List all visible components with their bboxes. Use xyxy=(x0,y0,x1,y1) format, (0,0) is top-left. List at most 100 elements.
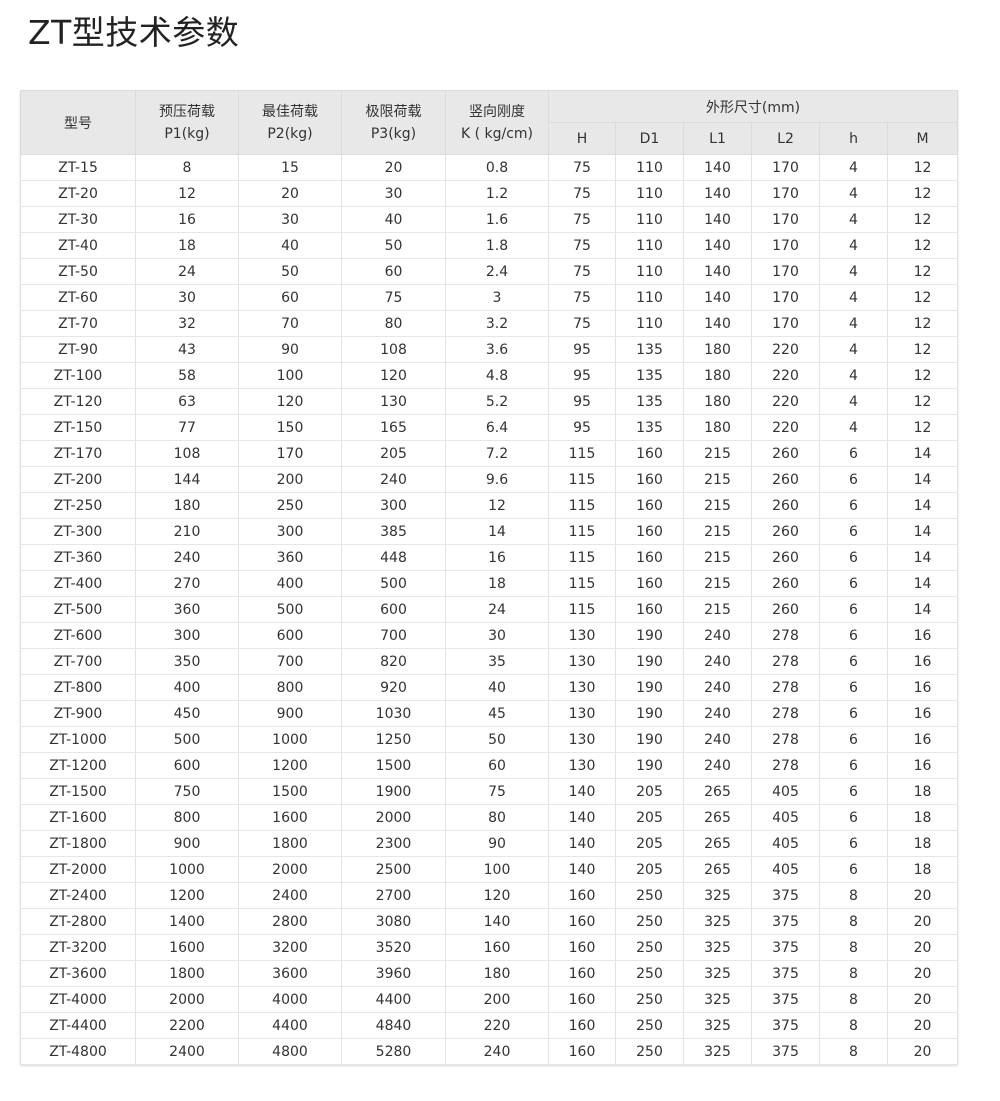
table-cell: 4400 xyxy=(238,1012,342,1039)
table-cell: 144 xyxy=(135,466,239,493)
table-cell: 95 xyxy=(548,336,616,363)
table-cell: 1500 xyxy=(238,778,342,805)
table-cell: 16 xyxy=(886,622,959,649)
table-cell: 6 xyxy=(819,440,888,467)
table-cell: 16 xyxy=(445,544,549,571)
table-cell: 250 xyxy=(615,1038,684,1065)
table-cell: 4840 xyxy=(341,1012,446,1039)
table-cell: 160 xyxy=(445,934,549,961)
table-cell: 130 xyxy=(548,674,616,701)
table-cell: 190 xyxy=(615,674,684,701)
table-cell: ZT-100 xyxy=(20,362,136,389)
table-cell: 4000 xyxy=(238,986,342,1013)
table-cell: 265 xyxy=(683,804,752,831)
table-cell: 4 xyxy=(819,206,888,233)
table-cell: 8 xyxy=(819,986,888,1013)
table-cell: 750 xyxy=(135,778,239,805)
table-cell: 375 xyxy=(751,986,820,1013)
table-cell: 43 xyxy=(135,336,239,363)
table-cell: 4400 xyxy=(341,986,446,1013)
table-cell: 12 xyxy=(886,284,959,311)
table-cell: 240 xyxy=(683,674,752,701)
table-row: ZT-30 16 30 40 1.6 75 110 140 170 4 12 xyxy=(20,206,959,233)
table-cell: 6 xyxy=(819,856,888,883)
table-cell: 190 xyxy=(615,648,684,675)
table-cell: 1600 xyxy=(238,804,342,831)
table-cell: 130 xyxy=(548,648,616,675)
table-cell: 95 xyxy=(548,362,616,389)
table-cell: 14 xyxy=(886,570,959,597)
table-row: ZT-360 240 360 448 16 115 160 215 260 6 14 xyxy=(20,544,959,571)
table-cell: 160 xyxy=(548,1038,616,1065)
table-cell: 250 xyxy=(615,986,684,1013)
table-cell: 170 xyxy=(751,154,820,181)
table-cell: 120 xyxy=(341,362,446,389)
table-cell: 900 xyxy=(238,700,342,727)
table-cell: 1500 xyxy=(341,752,446,779)
table-cell: 180 xyxy=(683,336,752,363)
table-cell: 140 xyxy=(683,206,752,233)
table-cell: 108 xyxy=(135,440,239,467)
table-cell: 215 xyxy=(683,492,752,519)
table-cell: 80 xyxy=(341,310,446,337)
table-cell: ZT-400 xyxy=(20,570,136,597)
table-cell: 140 xyxy=(683,232,752,259)
table-cell: 385 xyxy=(341,518,446,545)
table-cell: 12 xyxy=(886,180,959,207)
table-row: ZT-500 360 500 600 24 115 160 215 260 6 14 xyxy=(20,596,959,623)
table-cell: 2000 xyxy=(135,986,239,1013)
table-cell: 200 xyxy=(238,466,342,493)
header-p2: 最佳荷载 P2(kg) xyxy=(238,90,342,155)
table-cell: 405 xyxy=(751,856,820,883)
table-cell: ZT-2400 xyxy=(20,882,136,909)
table-cell: 140 xyxy=(548,778,616,805)
table-row: ZT-2800 1400 2800 3080 140 160 250 325 375 8 20 xyxy=(20,908,959,935)
table-cell: 1.8 xyxy=(445,232,549,259)
table-cell: 12 xyxy=(886,232,959,259)
table-cell: 2200 xyxy=(135,1012,239,1039)
table-cell: 9.6 xyxy=(445,466,549,493)
table-cell: 115 xyxy=(548,518,616,545)
table-cell: 1800 xyxy=(135,960,239,987)
table-cell: 2.4 xyxy=(445,258,549,285)
table-cell: 600 xyxy=(238,622,342,649)
table-cell: 448 xyxy=(341,544,446,571)
table-cell: 3600 xyxy=(238,960,342,987)
table-cell: 140 xyxy=(683,284,752,311)
table-cell: 600 xyxy=(341,596,446,623)
table-cell: 130 xyxy=(548,726,616,753)
table-cell: 115 xyxy=(548,570,616,597)
table-cell: 375 xyxy=(751,908,820,935)
table-cell: 3.2 xyxy=(445,310,549,337)
table-cell: 2400 xyxy=(238,882,342,909)
table-cell: 6 xyxy=(819,570,888,597)
table-cell: ZT-200 xyxy=(20,466,136,493)
table-cell: 12 xyxy=(886,206,959,233)
table-cell: 108 xyxy=(341,336,446,363)
table-cell: 4 xyxy=(819,336,888,363)
table-cell: 375 xyxy=(751,934,820,961)
table-cell: 14 xyxy=(886,440,959,467)
table-cell: 50 xyxy=(341,232,446,259)
table-cell: ZT-1000 xyxy=(20,726,136,753)
table-cell: 90 xyxy=(238,336,342,363)
table-cell: 1030 xyxy=(341,700,446,727)
table-cell: 260 xyxy=(751,596,820,623)
table-cell: 130 xyxy=(548,752,616,779)
table-cell: 375 xyxy=(751,960,820,987)
table-cell: 20 xyxy=(886,908,959,935)
table-cell: 215 xyxy=(683,570,752,597)
table-cell: 260 xyxy=(751,492,820,519)
table-cell: 135 xyxy=(615,414,684,441)
table-cell: 170 xyxy=(751,232,820,259)
table-cell: 110 xyxy=(615,310,684,337)
table-cell: 16 xyxy=(886,648,959,675)
table-cell: 160 xyxy=(615,596,684,623)
table-cell: ZT-500 xyxy=(20,596,136,623)
table-row: ZT-1800 900 1800 2300 90 140 205 265 405 6 18 xyxy=(20,830,959,857)
table-row: ZT-800 400 800 920 40 130 190 240 278 6 16 xyxy=(20,674,959,701)
table-cell: 450 xyxy=(135,700,239,727)
table-cell: 250 xyxy=(615,934,684,961)
table-cell: 135 xyxy=(615,388,684,415)
table-cell: ZT-150 xyxy=(20,414,136,441)
